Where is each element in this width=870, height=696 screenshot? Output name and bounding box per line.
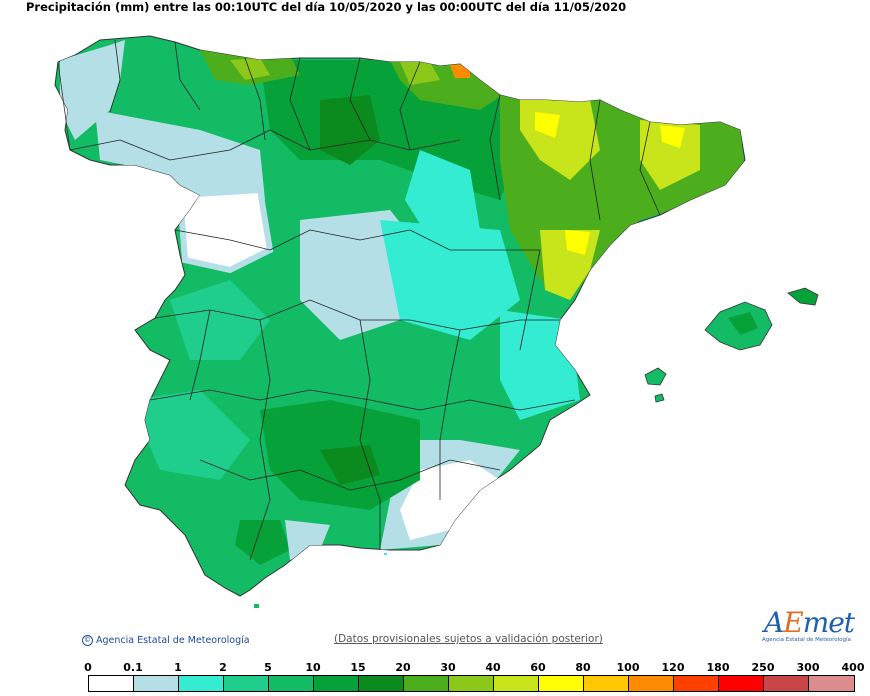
legend-swatch (584, 676, 629, 691)
legend-swatch (719, 676, 764, 691)
legend-swatch (404, 676, 449, 691)
copyright-text: Agencia Estatal de Meteorología (96, 635, 250, 646)
precip-zones (60, 40, 745, 565)
menorca (787, 287, 819, 306)
legend-label: 250 (751, 661, 775, 674)
legend-label: 20 (395, 661, 411, 674)
logo-wordmark: AEmet (764, 606, 855, 639)
legend-color-bar (88, 675, 855, 692)
ceuta (254, 604, 259, 608)
copyright-notice: © Agencia Estatal de Meteorología (82, 635, 250, 646)
legend-swatch (134, 676, 179, 691)
alboran (384, 553, 387, 555)
legend-swatch (224, 676, 269, 691)
legend-label: 30 (440, 661, 456, 674)
legend-label: 100 (616, 661, 640, 674)
legend-swatch (809, 676, 854, 691)
legend-swatch (494, 676, 539, 691)
legend-labels: 0 0.1 1 2 5 10 15 20 30 40 60 80 100 120 180 250 300 400 (0, 661, 870, 675)
portugal-border (57, 61, 71, 151)
province-borders (69, 39, 661, 561)
legend-swatch (359, 676, 404, 691)
legend-label: 15 (350, 661, 366, 674)
legend-swatch (269, 676, 314, 691)
mainland-spain (54, 35, 746, 597)
legend-label: 0 (84, 661, 92, 674)
legend-swatch (764, 676, 809, 691)
legend-label: 300 (796, 661, 820, 674)
map-title: Precipitación (mm) entre las 00:10UTC de… (26, 0, 627, 14)
disclaimer-text: (Datos provisionales sujetos a validació… (334, 633, 603, 645)
legend-swatch (179, 676, 224, 691)
legend-label: 60 (530, 661, 546, 674)
legend-label: 2 (219, 661, 227, 674)
legend-swatch (629, 676, 674, 691)
legend-label: 0.1 (123, 661, 143, 674)
balearic-islands (644, 287, 819, 403)
legend-swatch (539, 676, 584, 691)
copyright-icon: © (82, 635, 93, 646)
ibiza (644, 367, 667, 386)
legend-label: 400 (841, 661, 865, 674)
aemet-logo: AEmet Agencia Estatal de Meteorología (756, 606, 856, 646)
legend-label: 120 (661, 661, 685, 674)
legend-label: 1 (174, 661, 182, 674)
legend-label: 5 (264, 661, 272, 674)
legend-swatch (674, 676, 719, 691)
legend-label: 80 (575, 661, 591, 674)
legend-swatch (449, 676, 494, 691)
legend-swatch (314, 676, 359, 691)
legend-label: 180 (706, 661, 730, 674)
legend-label: 40 (485, 661, 501, 674)
formentera (654, 393, 665, 403)
legend-label: 10 (305, 661, 321, 674)
logo-subtitle: Agencia Estatal de Meteorología (762, 637, 851, 643)
legend-swatch (89, 676, 134, 691)
precipitation-map (54, 35, 819, 608)
